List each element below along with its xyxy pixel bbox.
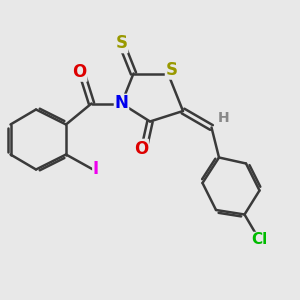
Text: N: N — [115, 94, 128, 112]
Text: O: O — [72, 63, 87, 81]
Text: O: O — [134, 140, 148, 158]
Text: Cl: Cl — [251, 232, 268, 247]
Text: I: I — [93, 160, 99, 178]
Text: S: S — [116, 34, 128, 52]
Text: H: H — [218, 112, 229, 125]
Text: S: S — [166, 61, 178, 79]
